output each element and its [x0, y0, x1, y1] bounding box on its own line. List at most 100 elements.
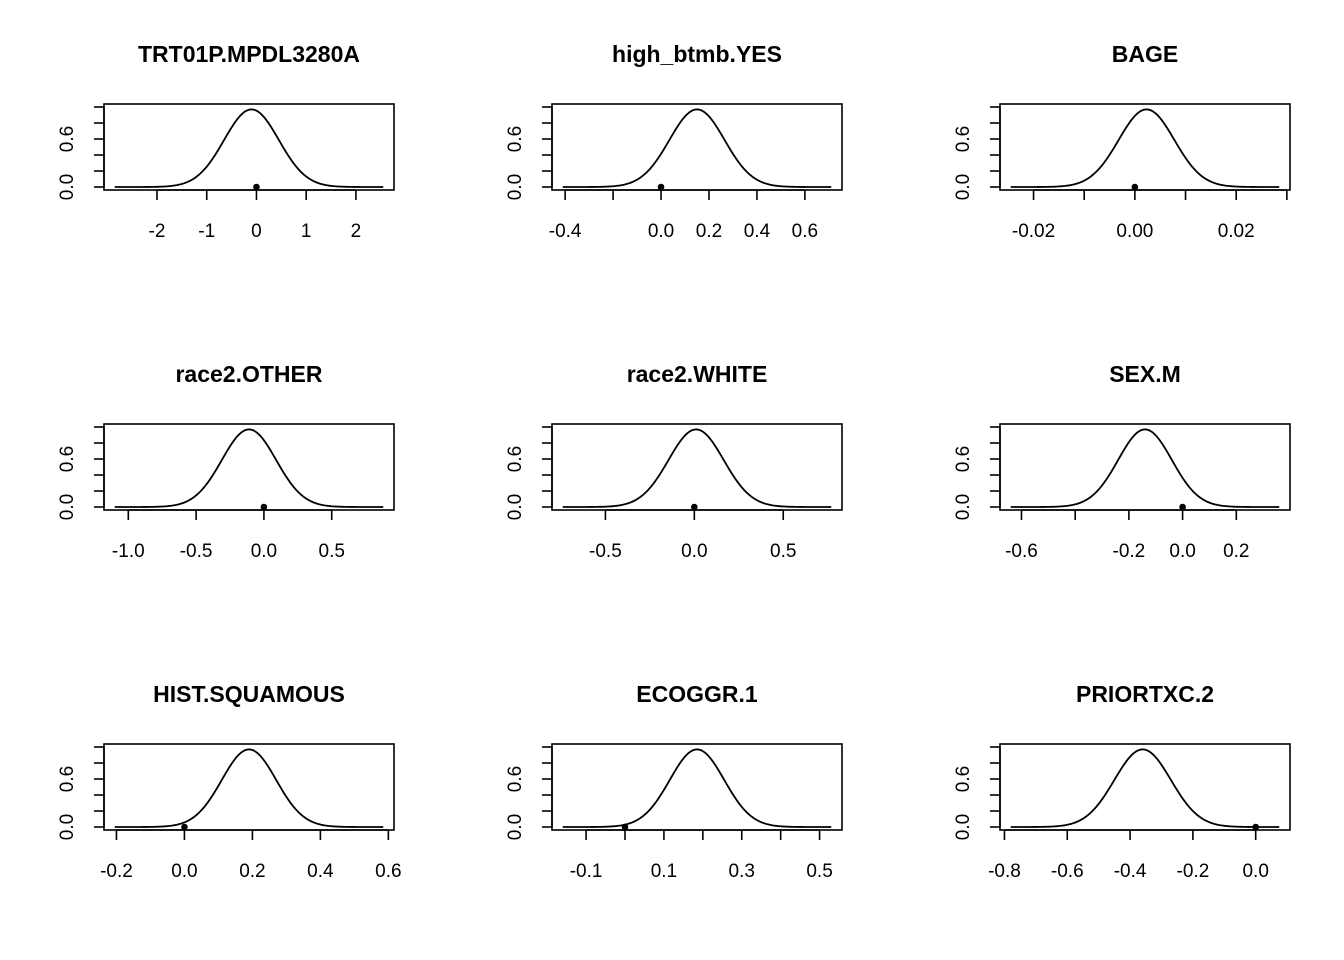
- plot-frame: [999, 103, 1291, 191]
- reference-point: [260, 503, 268, 511]
- x-tick-label: -0.1: [570, 861, 603, 882]
- x-tick-label: 0.0: [251, 541, 277, 562]
- x-tick-label: -0.6: [1051, 861, 1084, 882]
- x-tick-label: -1.0: [112, 541, 145, 562]
- x-tick-label: 0.6: [375, 861, 401, 882]
- x-tick-label: -2: [149, 221, 166, 242]
- reference-point: [181, 823, 188, 831]
- panel-title: ECOGGR.1: [636, 681, 758, 707]
- x-tick-label: 1: [301, 221, 312, 242]
- reference-point: [1131, 183, 1139, 191]
- panel-trt01p-mpdl3280a: TRT01P.MPDL3280A -2 -1 0 1 2 0.0 0.6: [57, 41, 395, 242]
- x-tick-label: -0.5: [589, 541, 622, 562]
- x-tick-label: 0.02: [1218, 221, 1255, 242]
- x-tick-label: -0.2: [1113, 541, 1146, 562]
- panel-race2-other: race2.OTHER -1.0 -0.5 0.0 0.5 0.0 0.6: [57, 361, 395, 562]
- plot-frame: [551, 423, 843, 511]
- x-tick-label: 0.0: [1242, 861, 1268, 882]
- reference-point: [253, 183, 260, 191]
- y-tick-label: 0.0: [505, 814, 526, 840]
- panel-high-btmb-yes: high_btmb.YES -0.4 0.0 0.2 0.4 0.6 0.0 0.6: [505, 41, 843, 242]
- density-curve: [562, 748, 832, 828]
- y-tick-label: 0.0: [57, 814, 78, 840]
- panel-title: HIST.SQUAMOUS: [153, 681, 345, 707]
- x-tick-label: 0.5: [806, 861, 832, 882]
- panel-title: race2.WHITE: [627, 361, 768, 387]
- reference-point: [1252, 823, 1260, 831]
- x-tick-label: -0.02: [1012, 221, 1055, 242]
- x-tick-label: 0.4: [307, 861, 334, 882]
- panel-ecoggr-1: ECOGGR.1 -0.1 0.1 0.3 0.5 0.0 0.6: [505, 681, 843, 882]
- x-tick-label: 0.5: [319, 541, 345, 562]
- x-tick-label: 0.2: [696, 221, 722, 242]
- y-tick-label: 0.0: [505, 174, 526, 200]
- x-tick-label: 0.4: [744, 221, 771, 242]
- x-tick-label: 0.0: [681, 541, 707, 562]
- x-tick-label: -0.4: [1114, 861, 1147, 882]
- plot-frame: [551, 103, 843, 191]
- density-curve: [562, 108, 832, 188]
- density-curve: [1010, 428, 1280, 508]
- density-curve: [114, 748, 384, 828]
- y-tick-label: 0.6: [953, 126, 974, 152]
- x-tick-label: -0.6: [1005, 541, 1038, 562]
- y-tick-label: 0.0: [57, 494, 78, 520]
- density-curve: [562, 428, 832, 508]
- x-tick-label: 0.00: [1116, 221, 1153, 242]
- panel-race2-white: race2.WHITE -0.5 0.0 0.5 0.0 0.6: [505, 361, 843, 562]
- y-tick-label: 0.0: [953, 494, 974, 520]
- y-tick-label: 0.6: [57, 126, 78, 152]
- x-tick-label: 0.2: [1223, 541, 1249, 562]
- reference-point: [657, 183, 665, 191]
- panel-title: BAGE: [1112, 41, 1178, 67]
- reference-point: [621, 823, 629, 831]
- y-tick-label: 0.0: [953, 174, 974, 200]
- plot-frame: [103, 103, 395, 191]
- y-tick-label: 0.6: [953, 766, 974, 792]
- panel-title: TRT01P.MPDL3280A: [138, 41, 360, 67]
- panel-priortxc-2: PRIORTXC.2 -0.8 -0.6 -0.4 -0.2 0.0 0.0 0.6: [953, 681, 1291, 882]
- y-tick-label: 0.6: [57, 766, 78, 792]
- panel-hist-squamous: HIST.SQUAMOUS -0.2 0.0 0.2 0.4 0.6 0.0 0.6: [57, 681, 402, 882]
- x-tick-label: 0.0: [648, 221, 674, 242]
- x-tick-label: -0.4: [549, 221, 582, 242]
- plot-frame: [103, 743, 395, 831]
- x-tick-label: 0.2: [239, 861, 265, 882]
- reference-point: [691, 503, 698, 511]
- x-tick-label: -0.8: [988, 861, 1021, 882]
- x-tick-label: -0.5: [180, 541, 213, 562]
- x-tick-label: 0.0: [171, 861, 197, 882]
- plot-frame: [551, 743, 843, 831]
- plot-frame: [999, 743, 1291, 831]
- density-curve: [114, 428, 384, 508]
- x-tick-label: -0.2: [100, 861, 133, 882]
- x-tick-label: 0.1: [651, 861, 677, 882]
- y-tick-label: 0.0: [953, 814, 974, 840]
- panel-title: SEX.M: [1109, 361, 1181, 387]
- y-tick-label: 0.6: [505, 126, 526, 152]
- x-tick-label: 0: [251, 221, 262, 242]
- x-tick-label: -1: [198, 221, 215, 242]
- x-tick-label: -0.2: [1177, 861, 1210, 882]
- reference-point: [1179, 503, 1186, 511]
- panel-sex-m: SEX.M -0.6 -0.2 0.0 0.2 0.0 0.6: [953, 361, 1291, 562]
- panel-title: race2.OTHER: [175, 361, 322, 387]
- y-tick-label: 0.6: [505, 766, 526, 792]
- density-curve: [1010, 748, 1280, 828]
- panel-bage: BAGE -0.02 0.00 0.02 0.0 0.6: [953, 41, 1291, 242]
- y-tick-label: 0.0: [505, 494, 526, 520]
- panel-title: high_btmb.YES: [612, 41, 782, 67]
- plot-frame: [999, 423, 1291, 511]
- y-tick-label: 0.6: [953, 446, 974, 472]
- x-tick-label: 0.3: [729, 861, 755, 882]
- panel-title: PRIORTXC.2: [1076, 681, 1214, 707]
- x-tick-label: 0.0: [1169, 541, 1195, 562]
- x-tick-label: 0.6: [792, 221, 818, 242]
- density-curve: [114, 108, 384, 188]
- x-tick-label: 0.5: [770, 541, 796, 562]
- y-tick-label: 0.6: [57, 446, 78, 472]
- y-tick-label: 0.0: [57, 174, 78, 200]
- density-curve: [1010, 108, 1280, 188]
- plot-frame: [103, 423, 395, 511]
